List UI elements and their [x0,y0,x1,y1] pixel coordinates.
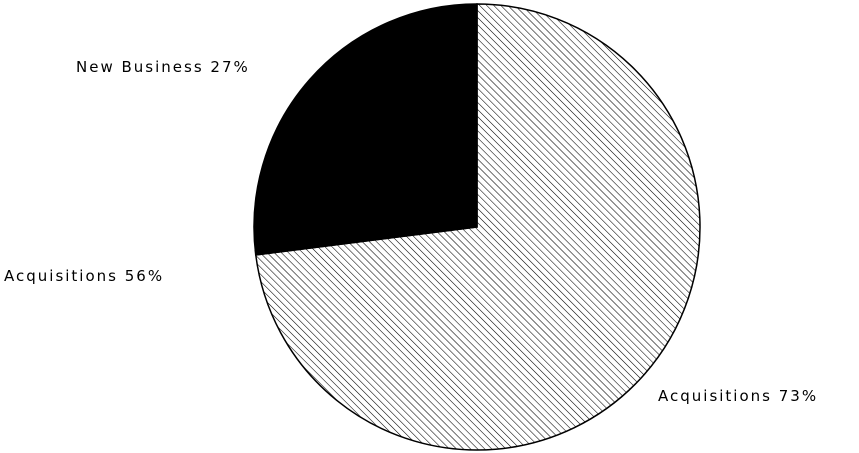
slice-label-acquisitions: Acquisitions 73% [658,387,818,405]
pie-slices [253,3,701,451]
annotation-acquisitions-56: Acquisitions 56% [4,267,164,285]
slice-label-new-business: New Business 27% [76,58,250,76]
pie-slice-new-business [253,3,478,256]
pie-slice-acquisitions [254,3,701,451]
